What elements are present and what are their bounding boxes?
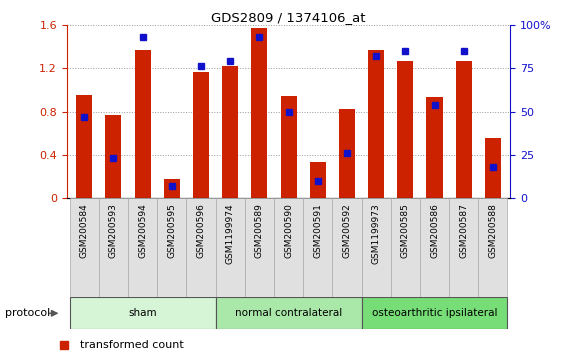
Bar bbox=[478, 198, 508, 297]
Text: GSM200584: GSM200584 bbox=[79, 203, 89, 258]
Bar bbox=[339, 109, 355, 198]
Text: GSM200591: GSM200591 bbox=[313, 203, 322, 258]
Bar bbox=[456, 61, 472, 198]
Bar bbox=[274, 198, 303, 297]
Text: GSM200594: GSM200594 bbox=[138, 203, 147, 258]
Text: osteoarthritic ipsilateral: osteoarthritic ipsilateral bbox=[372, 308, 497, 318]
Bar bbox=[193, 73, 209, 198]
Bar bbox=[368, 50, 384, 198]
Bar bbox=[420, 198, 449, 297]
Bar bbox=[70, 198, 99, 297]
Bar bbox=[128, 198, 157, 297]
Title: GDS2809 / 1374106_at: GDS2809 / 1374106_at bbox=[211, 11, 366, 24]
Text: GSM200590: GSM200590 bbox=[284, 203, 293, 258]
Text: GSM200589: GSM200589 bbox=[255, 203, 264, 258]
Text: GSM200596: GSM200596 bbox=[197, 203, 205, 258]
Text: sham: sham bbox=[128, 308, 157, 318]
Bar bbox=[485, 137, 501, 198]
Text: GSM200588: GSM200588 bbox=[488, 203, 498, 258]
Bar bbox=[157, 198, 186, 297]
Bar bbox=[361, 297, 508, 329]
Bar bbox=[449, 198, 478, 297]
Bar bbox=[245, 198, 274, 297]
Bar bbox=[361, 198, 391, 297]
Text: GSM1199974: GSM1199974 bbox=[226, 203, 235, 264]
Bar bbox=[164, 179, 180, 198]
Text: GSM200593: GSM200593 bbox=[109, 203, 118, 258]
Bar bbox=[251, 28, 267, 198]
Text: normal contralateral: normal contralateral bbox=[235, 308, 342, 318]
Bar bbox=[135, 50, 151, 198]
Text: GSM200592: GSM200592 bbox=[342, 203, 351, 258]
Bar bbox=[426, 97, 443, 198]
Text: protocol: protocol bbox=[5, 308, 50, 318]
Bar bbox=[391, 198, 420, 297]
Bar bbox=[76, 95, 92, 198]
Bar bbox=[310, 162, 326, 198]
Bar bbox=[186, 198, 216, 297]
Bar bbox=[99, 198, 128, 297]
Bar bbox=[216, 297, 361, 329]
Text: GSM200586: GSM200586 bbox=[430, 203, 439, 258]
Bar bbox=[332, 198, 361, 297]
Bar bbox=[222, 66, 238, 198]
Text: GSM200585: GSM200585 bbox=[401, 203, 410, 258]
Bar bbox=[70, 297, 216, 329]
Bar bbox=[303, 198, 332, 297]
Text: GSM200587: GSM200587 bbox=[459, 203, 468, 258]
Bar bbox=[281, 96, 296, 198]
Bar bbox=[106, 115, 121, 198]
Text: GSM1199973: GSM1199973 bbox=[372, 203, 380, 264]
Text: transformed count: transformed count bbox=[80, 340, 184, 350]
Bar bbox=[216, 198, 245, 297]
Text: GSM200595: GSM200595 bbox=[167, 203, 176, 258]
Bar bbox=[397, 61, 414, 198]
